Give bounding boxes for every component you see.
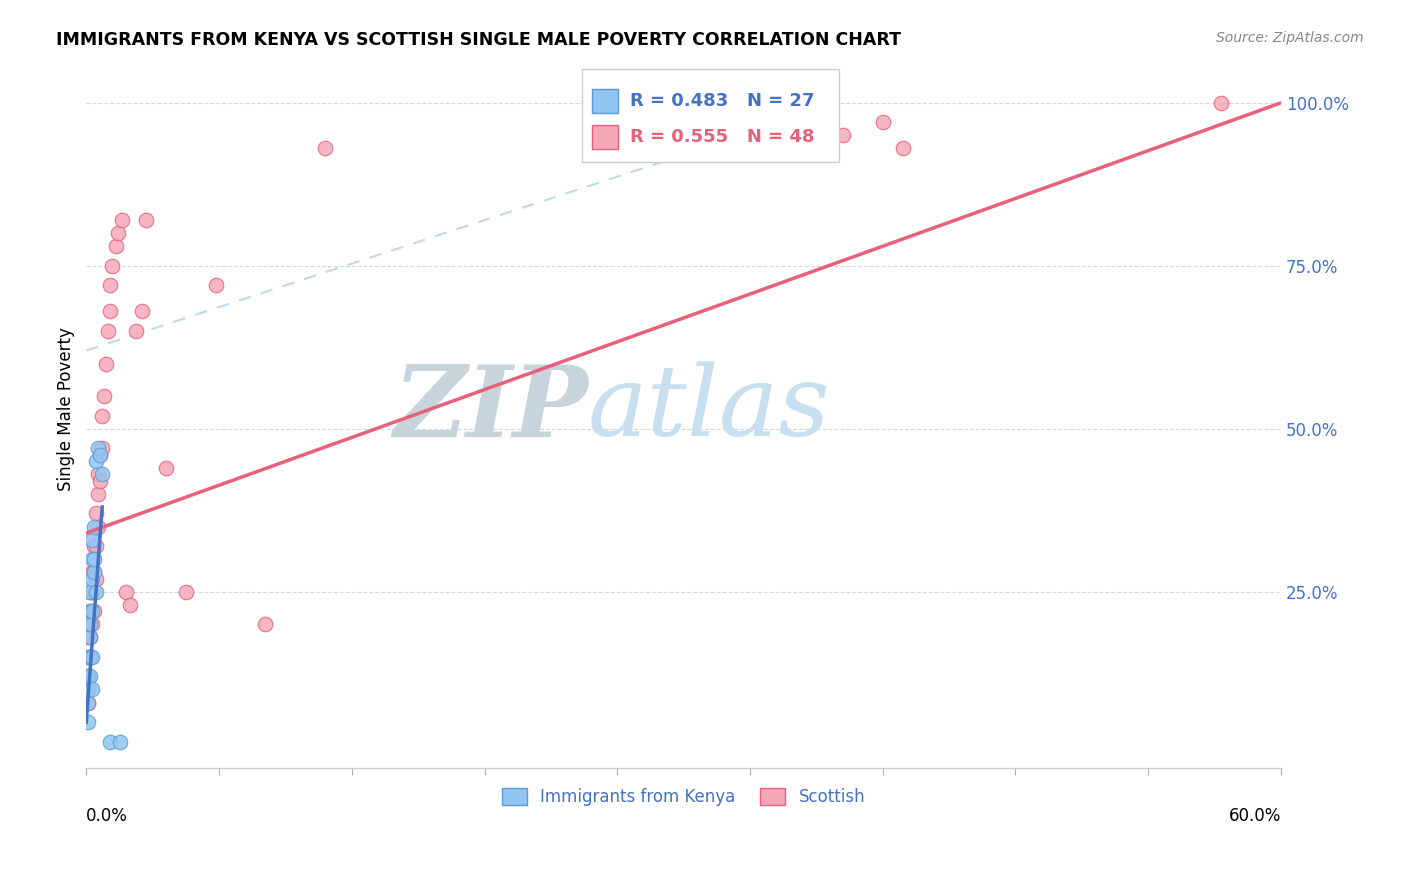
Point: [79, 584, 101, 599]
Point: [98, 278, 121, 293]
Point: [91, 409, 114, 423]
Point: [115, 584, 138, 599]
Point: [79, 649, 101, 664]
Point: [135, 213, 157, 227]
Point: [82, 565, 104, 579]
Bar: [592, 125, 617, 149]
Point: [77, 631, 100, 645]
Point: [254, 617, 277, 632]
Point: [77, 715, 100, 730]
Text: atlas: atlas: [588, 361, 831, 457]
Point: [83, 539, 105, 553]
Text: Source: ZipAtlas.com: Source: ZipAtlas.com: [1216, 31, 1364, 45]
Point: [87, 519, 110, 533]
Point: [77, 682, 100, 697]
Point: [87, 442, 110, 456]
Point: [83, 565, 105, 579]
Point: [79, 631, 101, 645]
Point: [79, 631, 101, 645]
Point: [204, 278, 226, 293]
Point: [82, 552, 104, 566]
Point: [79, 604, 101, 618]
Text: 60.0%: 60.0%: [1229, 807, 1281, 825]
Point: [91, 467, 114, 482]
Bar: [592, 88, 617, 113]
Point: [77, 696, 100, 710]
Point: [83, 604, 105, 618]
Point: [79, 649, 101, 664]
Point: [98, 734, 121, 748]
Point: [174, 584, 197, 599]
Point: [891, 141, 914, 155]
Text: IMMIGRANTS FROM KENYA VS SCOTTISH SINGLE MALE POVERTY CORRELATION CHART: IMMIGRANTS FROM KENYA VS SCOTTISH SINGLE…: [56, 31, 901, 49]
Point: [82, 572, 104, 586]
Point: [89, 474, 111, 488]
Point: [314, 141, 336, 155]
Text: 0.0%: 0.0%: [86, 807, 128, 825]
Point: [87, 467, 110, 482]
Point: [82, 604, 104, 618]
FancyBboxPatch shape: [582, 69, 839, 161]
Point: [89, 448, 111, 462]
Point: [83, 565, 105, 579]
Point: [772, 141, 794, 155]
Point: [82, 617, 104, 632]
Point: [79, 604, 101, 618]
Point: [77, 669, 100, 683]
Text: R = 0.555   N = 48: R = 0.555 N = 48: [630, 128, 814, 145]
Point: [84, 584, 107, 599]
Y-axis label: Single Male Poverty: Single Male Poverty: [58, 327, 75, 491]
Point: [77, 649, 100, 664]
Point: [1211, 95, 1233, 110]
Legend: Immigrants from Kenya, Scottish: Immigrants from Kenya, Scottish: [495, 781, 872, 814]
Point: [82, 649, 104, 664]
Point: [79, 669, 101, 683]
Point: [79, 617, 101, 632]
Point: [96, 357, 118, 371]
Point: [101, 259, 124, 273]
Point: [79, 584, 101, 599]
Point: [77, 649, 100, 664]
Point: [87, 487, 110, 501]
Point: [82, 533, 104, 547]
Point: [91, 442, 114, 456]
Point: [120, 598, 142, 612]
Point: [84, 454, 107, 468]
Point: [832, 128, 855, 143]
Text: ZIP: ZIP: [394, 361, 588, 458]
Point: [105, 239, 128, 253]
Point: [107, 226, 129, 240]
Point: [111, 213, 134, 227]
Point: [872, 115, 894, 129]
Point: [125, 324, 148, 338]
Point: [155, 461, 177, 475]
Point: [108, 734, 131, 748]
Point: [97, 324, 120, 338]
Point: [77, 669, 100, 683]
Point: [83, 519, 105, 533]
Point: [84, 572, 107, 586]
Point: [84, 539, 107, 553]
Point: [83, 552, 105, 566]
Point: [77, 696, 100, 710]
Point: [98, 304, 121, 318]
Point: [82, 584, 104, 599]
Text: R = 0.483   N = 27: R = 0.483 N = 27: [630, 92, 814, 110]
Point: [82, 682, 104, 697]
Point: [131, 304, 153, 318]
Point: [89, 448, 111, 462]
Point: [93, 389, 115, 403]
Point: [84, 507, 107, 521]
